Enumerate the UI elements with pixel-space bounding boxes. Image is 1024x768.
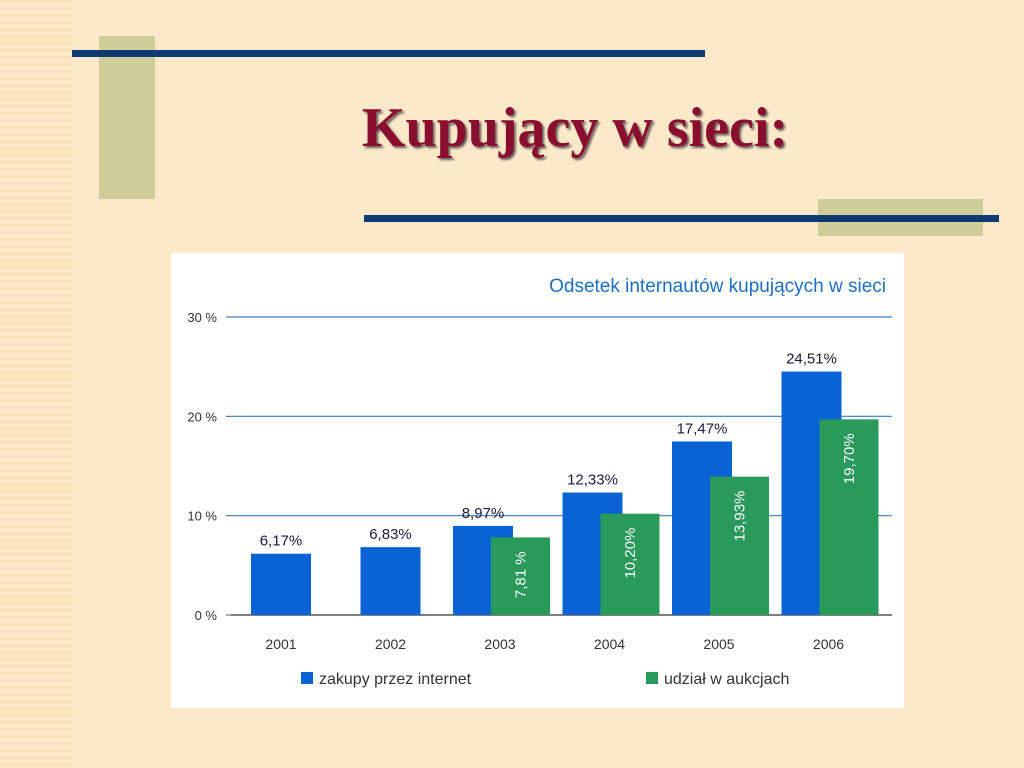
legend-label: udział w aukcjach	[664, 671, 789, 688]
data-label-zakupy-2006: 24,51%	[786, 351, 837, 368]
bar-aukcje-2005	[710, 476, 769, 615]
chart-title: Odsetek internautów kupujących w sieci	[549, 276, 886, 297]
bar-zakupy-2001	[251, 553, 311, 615]
top-rule	[72, 50, 705, 57]
x-tick-label-2006: 2006	[813, 636, 844, 652]
x-tick-label-2005: 2005	[703, 636, 734, 652]
slide-title: Kupujący w sieci:	[361, 97, 789, 159]
x-tick-label-2003: 2003	[484, 636, 515, 652]
y-tick-label: 10 %	[187, 509, 217, 524]
x-tick-label-2002: 2002	[375, 636, 406, 652]
data-label-zakupy-2002: 6,83%	[369, 526, 412, 543]
data-label-zakupy-2001: 6,17%	[260, 533, 303, 550]
y-tick-label: 30 %	[187, 310, 217, 325]
legend-swatch	[646, 672, 658, 684]
striped-side-decoration	[0, 0, 72, 768]
bar-aukcje-2006	[819, 419, 879, 615]
x-tick-label-2004: 2004	[594, 636, 625, 652]
data-label-zakupy-2004: 12,33%	[567, 472, 618, 489]
olive-block-vertical	[99, 36, 155, 199]
bar-zakupy-2002	[360, 547, 421, 615]
bar-aukcje-2003	[491, 537, 550, 615]
data-label-aukcje-2004: 10,20%	[622, 528, 639, 579]
data-label-zakupy-2003: 8,97%	[462, 505, 505, 522]
bar-chart: Odsetek internautów kupujących w sieci 0…	[187, 276, 892, 688]
bar-aukcje-2004	[600, 513, 660, 615]
bottom-rule	[364, 215, 999, 222]
legend-swatch	[301, 672, 313, 684]
y-tick-label: 20 %	[187, 409, 217, 424]
chart-panel: Odsetek internautów kupujących w sieci 0…	[171, 253, 904, 708]
x-tick-label-2001: 2001	[265, 636, 296, 652]
data-label-aukcje-2006: 19,70%	[841, 433, 858, 484]
data-label-zakupy-2005: 17,47%	[677, 420, 728, 437]
data-label-aukcje-2003: 7,81 %	[513, 551, 530, 598]
data-label-aukcje-2005: 13,93%	[732, 491, 749, 542]
legend-label: zakupy przez internet	[319, 671, 472, 688]
y-tick-label: 0 %	[195, 608, 218, 623]
